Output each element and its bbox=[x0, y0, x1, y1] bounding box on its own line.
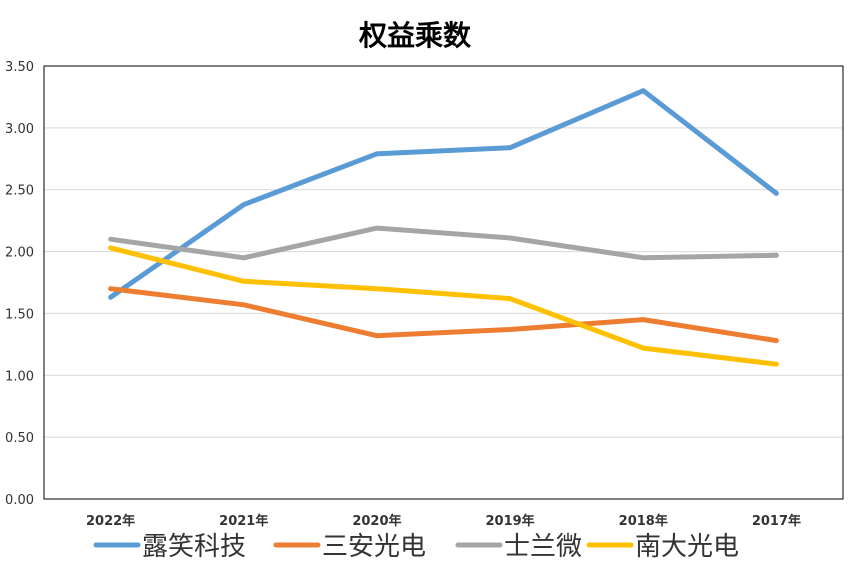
series-1-point-4 bbox=[642, 319, 644, 321]
series-1-point-3 bbox=[509, 329, 511, 331]
series-3-point-2 bbox=[376, 288, 378, 290]
y-tick-label-6: 3.00 bbox=[5, 122, 34, 137]
series-2-point-0 bbox=[110, 238, 112, 240]
series-2-point-2 bbox=[376, 227, 378, 229]
series-3-point-4 bbox=[642, 347, 644, 349]
series-3-point-1 bbox=[243, 280, 245, 282]
series-0-point-5 bbox=[775, 192, 777, 194]
legend-label-0: 露笑科技 bbox=[142, 532, 246, 562]
legend-label-3: 南大光电 bbox=[635, 532, 739, 562]
series-2-point-4 bbox=[642, 257, 644, 259]
legend-label-1: 三安光电 bbox=[322, 532, 426, 562]
x-tick-label-3: 2019年 bbox=[485, 513, 534, 529]
series-2-point-3 bbox=[509, 237, 511, 239]
series-0-point-4 bbox=[642, 90, 644, 92]
series-2-point-5 bbox=[775, 254, 777, 256]
series-0-point-0 bbox=[110, 296, 112, 298]
series-1-point-5 bbox=[775, 340, 777, 342]
x-tick-label-5: 2017年 bbox=[752, 513, 801, 529]
series-line-0 bbox=[108, 88, 779, 300]
series-0-point-3 bbox=[509, 147, 511, 149]
x-tick-label-2: 2020年 bbox=[352, 513, 401, 529]
series-1-point-2 bbox=[376, 335, 378, 337]
series-0-point-2 bbox=[376, 153, 378, 155]
series-3-point-5 bbox=[775, 363, 777, 365]
y-tick-label-0: 0.00 bbox=[5, 493, 34, 508]
legend-label-2: 士兰微 bbox=[504, 532, 582, 562]
plot-area-border bbox=[43, 65, 844, 500]
chart-title: 权益乘数 bbox=[358, 19, 471, 52]
y-tick-label-5: 2.50 bbox=[5, 184, 34, 199]
series-1-point-0 bbox=[110, 288, 112, 290]
series-1-point-1 bbox=[243, 304, 245, 306]
x-tick-label-4: 2018年 bbox=[619, 513, 668, 529]
series-0-point-1 bbox=[243, 204, 245, 206]
series-line-1 bbox=[108, 286, 779, 344]
series-3-point-3 bbox=[509, 298, 511, 300]
series-line-3 bbox=[108, 245, 779, 367]
x-tick-label-0: 2022年 bbox=[86, 513, 135, 529]
y-tick-label-4: 2.00 bbox=[5, 246, 34, 261]
y-tick-label-7: 3.50 bbox=[5, 60, 34, 75]
y-tick-label-2: 1.00 bbox=[5, 369, 34, 384]
x-tick-label-1: 2021年 bbox=[219, 513, 268, 529]
series-3-point-0 bbox=[110, 247, 112, 249]
series-line-2 bbox=[108, 225, 779, 261]
series-2-point-1 bbox=[243, 257, 245, 259]
y-tick-label-1: 0.50 bbox=[5, 431, 34, 446]
y-tick-label-3: 1.50 bbox=[5, 307, 34, 322]
